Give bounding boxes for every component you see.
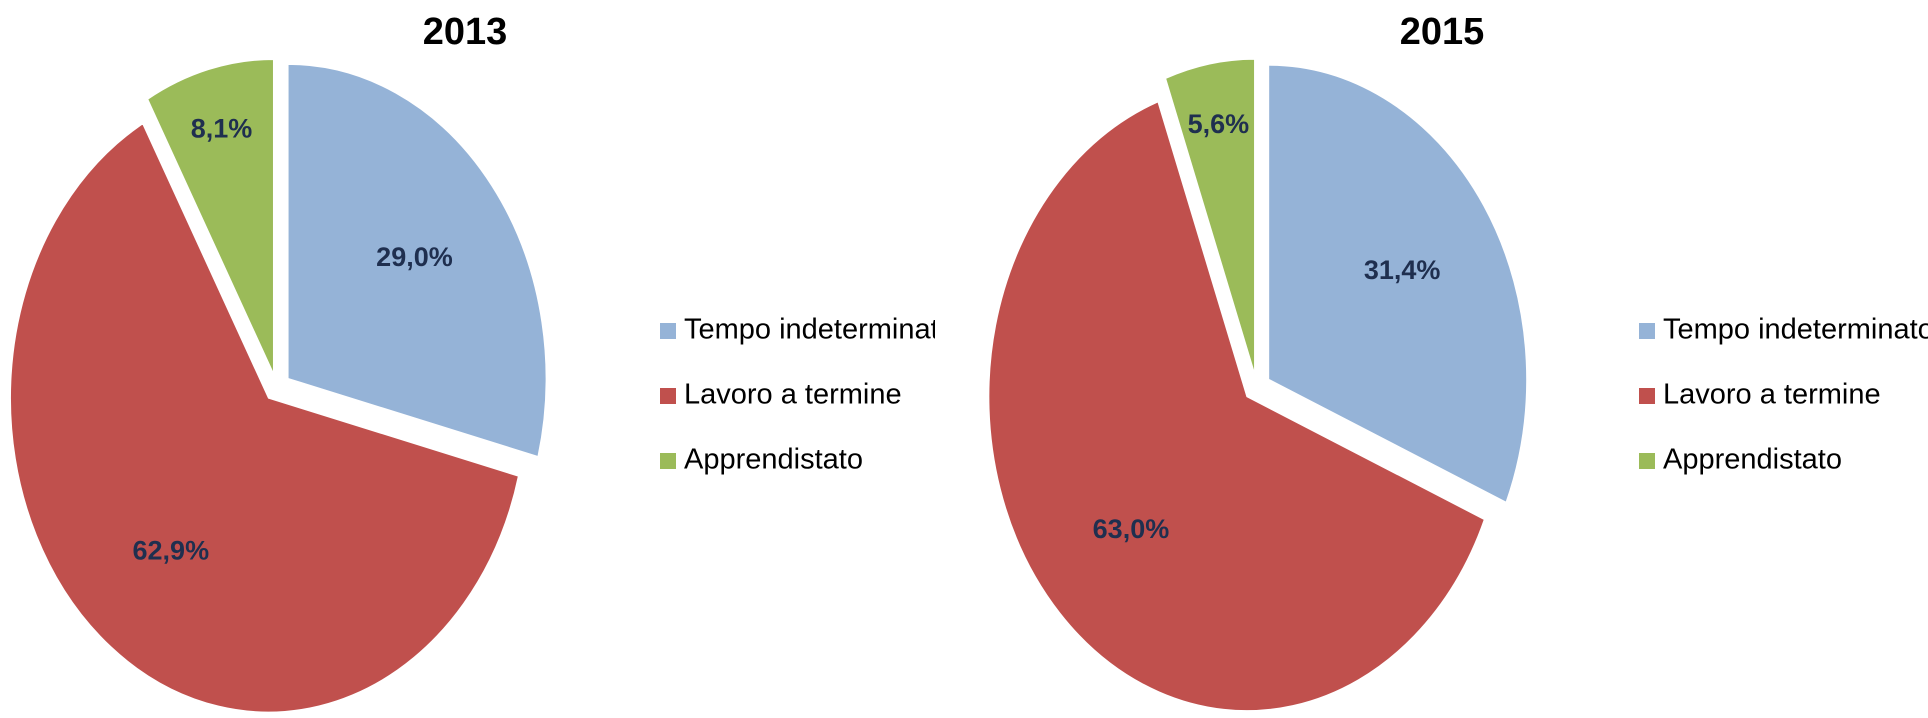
legend-label: Apprendistato bbox=[1663, 444, 1842, 476]
data-label: 63,0% bbox=[1093, 514, 1170, 544]
pie-slice bbox=[1165, 58, 1256, 374]
pie-slice bbox=[287, 63, 547, 458]
legend-label: Lavoro a termine bbox=[1663, 379, 1881, 411]
pie-slice bbox=[1268, 64, 1528, 503]
legend-label: Tempo indeterminato bbox=[1663, 314, 1928, 346]
data-label: 5,6% bbox=[1188, 109, 1250, 139]
legend-swatch bbox=[1639, 323, 1655, 339]
data-label: 62,9% bbox=[133, 535, 210, 565]
pie-chart: 2015 31,4% 63,0% 5,6% Tempo indeterminato Lav… bbox=[988, 11, 1928, 712]
data-label: 8,1% bbox=[191, 113, 253, 143]
data-label: 31,4% bbox=[1364, 255, 1441, 285]
legend-swatch bbox=[1639, 388, 1655, 404]
legend-label: Tempo indeterminato bbox=[684, 314, 955, 346]
pie-slice bbox=[988, 101, 1485, 712]
legend-swatch bbox=[660, 453, 676, 469]
data-label: 29,0% bbox=[376, 242, 453, 272]
pie-chart: 2013 29,0% 62,9% 8,1% Tempo indeterminato Lav… bbox=[9, 11, 955, 713]
pie-slice bbox=[9, 123, 519, 713]
chart-title: 2013 bbox=[423, 11, 508, 53]
legend-swatch bbox=[660, 388, 676, 404]
chart-title: 2015 bbox=[1400, 11, 1485, 53]
legend-label: Lavoro a termine bbox=[684, 379, 902, 411]
pie-slice bbox=[147, 58, 274, 374]
legend-swatch bbox=[1639, 453, 1655, 469]
legend-label: Apprendistato bbox=[684, 444, 863, 476]
legend-swatch bbox=[660, 323, 676, 339]
